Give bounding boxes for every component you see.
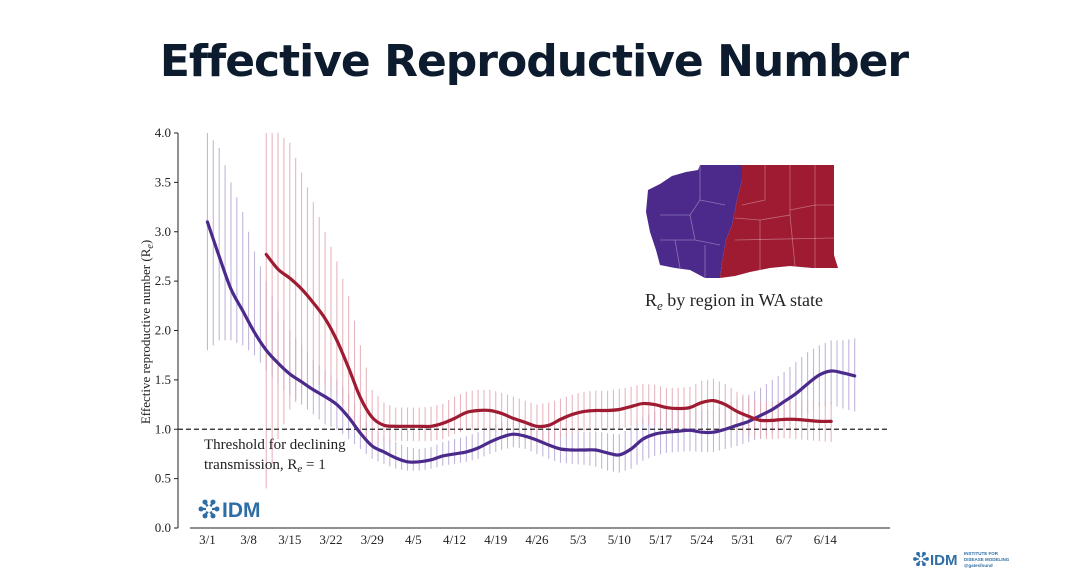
y-tick-label: 4.0 [155, 125, 171, 140]
x-tick-label: 5/31 [731, 532, 754, 547]
x-tick-label: 4/12 [443, 532, 466, 547]
snowflake-dot [198, 506, 204, 512]
x-tick-label: 3/29 [361, 532, 384, 547]
x-tick-label: 3/22 [319, 532, 342, 547]
threshold-annotation-line2: transmission, Re = 1 [204, 457, 326, 475]
threshold-annotation-prefix: transmission, R [204, 457, 297, 473]
y-tick-label: 3.0 [155, 224, 171, 239]
snowflake-dot [214, 506, 220, 512]
snowflake-dot [922, 551, 926, 556]
y-tick-label: 2.5 [155, 273, 171, 288]
x-tick-label: 3/8 [240, 532, 257, 547]
x-tick-label: 6/7 [776, 532, 793, 547]
snowflake-dot [916, 562, 920, 567]
snowflake-dot [913, 557, 917, 561]
snowflake-center [205, 505, 213, 513]
map-caption-prefix: R [645, 290, 657, 310]
y-tick-label: 0.0 [155, 520, 171, 535]
y-tick-label: 0.5 [155, 471, 171, 486]
snowflake-dot [202, 499, 208, 505]
series-line-east [264, 252, 833, 429]
x-tick-label: 5/3 [570, 532, 587, 547]
series-lines [205, 220, 857, 464]
idm-footer-line2: DISEASE MODELING [964, 557, 1010, 562]
map-caption-rest: by region in WA state [663, 290, 823, 310]
x-tick-label: 5/10 [608, 532, 631, 547]
y-tick-label: 2.0 [155, 323, 171, 338]
idm-footer-logo-text: IDM [930, 552, 958, 569]
idm-footer-logo: IDM INSTITUTE FOR DISEASE MODELING @gate… [913, 551, 1010, 569]
snowflake-dot [202, 513, 208, 519]
snowflake-dot [210, 513, 216, 519]
series-line-west [205, 220, 857, 464]
page-title: Effective Reproductive Number [159, 36, 909, 87]
x-tick-label: 5/17 [649, 532, 673, 547]
wa-state-map: Re by region in WA state [645, 165, 838, 313]
y-axis-label-main: Effective reproductive number (R [138, 248, 153, 424]
snowflake-center [918, 556, 924, 562]
map-region-west [646, 165, 742, 278]
snowflake-dot [925, 557, 929, 561]
x-ticks: 3/1 3/8 3/15 3/22 3/29 4/5 4/12 4/19 4/26 5/3 5/10… [199, 532, 837, 547]
x-tick-label: 4/5 [405, 532, 422, 547]
idm-logo: IDM [198, 499, 261, 522]
y-tick-label: 1.5 [155, 372, 171, 387]
x-tick-label: 6/14 [814, 532, 838, 547]
idm-logo-text: IDM [222, 499, 261, 522]
y-tick-label: 3.5 [155, 174, 171, 189]
idm-footer-snowflake-icon [913, 551, 929, 567]
idm-snowflake-icon [198, 499, 220, 519]
map-region-east [720, 165, 838, 278]
y-ticks: 0.0 0.5 1.0 1.5 2.0 2.5 3.0 3.5 4.0 [155, 125, 178, 535]
idm-footer-line3: @gatesfound [964, 563, 993, 568]
threshold-annotation-subscript: e [297, 463, 302, 475]
y-axis-label: Effective reproductive number (Re) [138, 240, 156, 424]
snowflake-dot [210, 499, 216, 505]
snowflake-dot [916, 551, 920, 556]
x-tick-label: 3/15 [278, 532, 301, 547]
x-tick-label: 3/1 [199, 532, 216, 547]
y-axis-label-subscript: e [145, 244, 156, 249]
map-county-lines [660, 165, 835, 278]
threshold-annotation-rest: = 1 [302, 457, 325, 473]
threshold-annotation-line1: Threshold for declining [204, 437, 346, 453]
y-tick-label: 1.0 [155, 421, 171, 436]
snowflake-dot [922, 562, 926, 567]
map-caption-subscript: e [657, 298, 663, 313]
y-axis-label-close: ) [138, 240, 153, 244]
x-tick-label: 5/24 [690, 532, 714, 547]
x-tick-label: 4/26 [525, 532, 549, 547]
map-caption: Re by region in WA state [645, 290, 823, 313]
idm-footer-line1: INSTITUTE FOR [964, 551, 999, 556]
x-tick-label: 4/19 [484, 532, 507, 547]
